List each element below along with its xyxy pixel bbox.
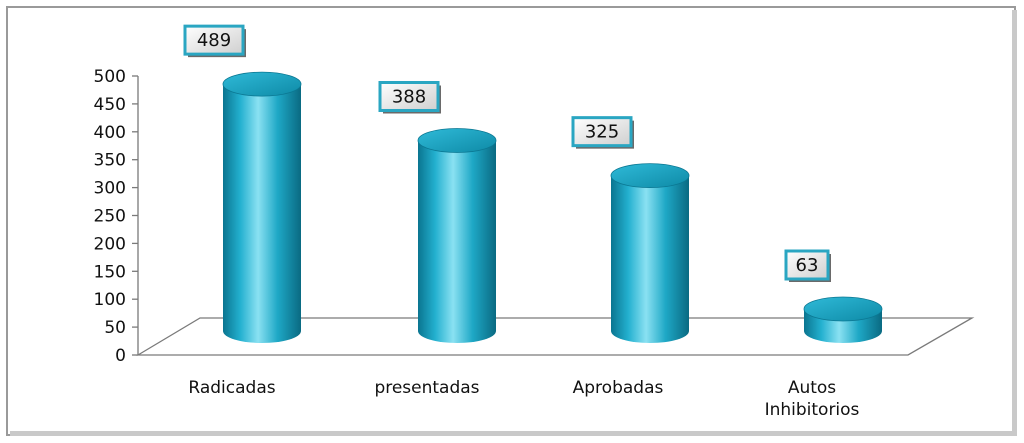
data-label-box-0 [183,24,245,56]
data-label-text-3: 63 [796,255,819,276]
data-label-3: 63 [784,249,831,282]
category-label-3: Autos Inhibitorios [765,378,860,420]
y-tick-label-5: 250 [94,207,126,227]
bar-top-2 [610,163,690,189]
category-label-1: presentadas [374,378,479,398]
y-tick-label-8: 400 [94,123,126,143]
y-tick-label-9: 450 [94,95,126,115]
data-label-text-0: 489 [197,30,231,51]
bar-body-0 [223,84,301,343]
y-tick-label-10: 500 [94,67,126,87]
y-tick-label-7: 350 [94,151,126,171]
bar-body-2 [611,175,689,343]
data-label-text-1: 388 [392,86,426,107]
y-tick-label-6: 300 [94,179,126,199]
y-tick-label-2: 100 [94,290,126,310]
bar-2 [610,163,690,343]
data-label-2: 325 [571,116,634,149]
data-label-0: 489 [183,24,246,58]
bar-1 [417,128,497,343]
bar-top-1 [417,128,497,153]
chart-border [6,6,1016,436]
category-label-0: Radicadas [188,378,275,398]
bar-top-0 [222,71,302,97]
bar-top-3 [803,296,883,322]
y-tick-label-1: 50 [104,318,126,338]
chart-border-shadow-right [1012,10,1017,436]
chart-floor [135,317,975,356]
bar-body-1 [418,140,496,343]
chart-border-shadow [10,431,1016,436]
bar-3 [803,296,883,343]
y-tick-label-0: 0 [115,346,126,366]
data-label-box-2 [571,116,633,148]
y-tick-label-4: 200 [94,234,126,254]
y-tick-label-3: 150 [94,262,126,282]
data-label-text-2: 325 [585,122,619,143]
category-label-2: Aprobadas [573,378,664,398]
data-label-box-1 [378,80,440,112]
bar-0 [222,71,302,343]
data-label-box-3 [784,249,830,281]
data-label-1: 388 [378,80,441,114]
